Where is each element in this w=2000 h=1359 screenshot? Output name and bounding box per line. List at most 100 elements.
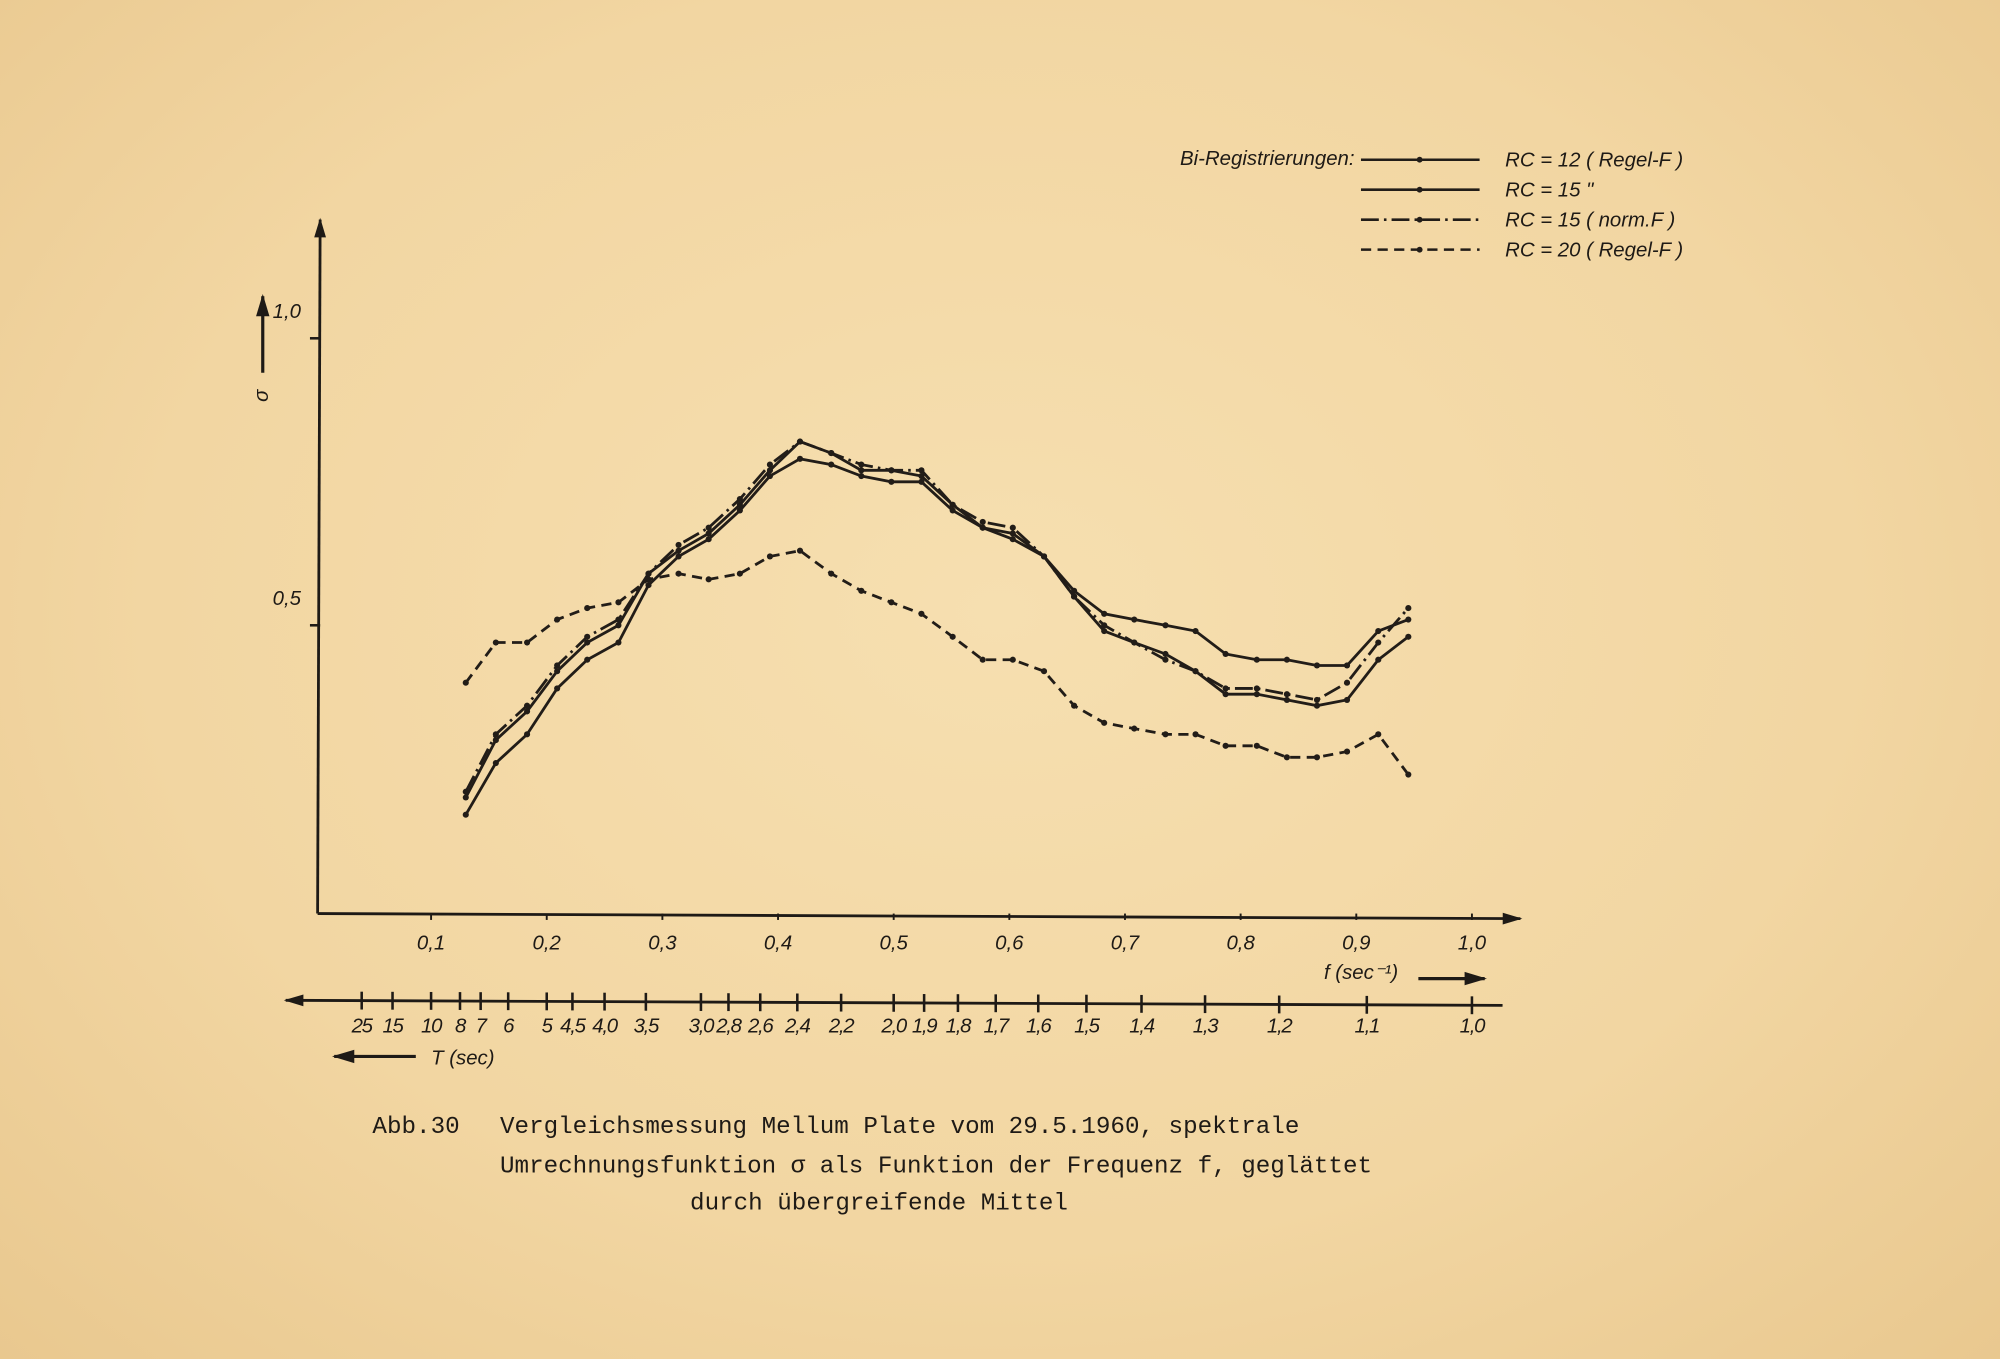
- data-point: [1375, 639, 1382, 646]
- data-point: [1343, 679, 1351, 686]
- data-point: [736, 501, 743, 508]
- data-point: [1283, 656, 1290, 663]
- period-tick-label: 15: [382, 1015, 404, 1037]
- data-point: [1222, 742, 1229, 749]
- data-point: [1101, 610, 1108, 617]
- data-point: [645, 582, 652, 589]
- y-tick-label: 0,5: [273, 588, 302, 610]
- data-point: [1405, 771, 1412, 778]
- period-tick-label: 2,2: [828, 1015, 855, 1037]
- data-point: [1405, 605, 1412, 612]
- period-tick-label: 10: [421, 1015, 443, 1037]
- data-point: [1162, 650, 1169, 658]
- data-point: [615, 599, 622, 606]
- period-tick-label: 7: [476, 1015, 488, 1037]
- data-point: [1192, 731, 1199, 738]
- data-point: [462, 811, 469, 818]
- data-point: [492, 731, 499, 738]
- data-point: [645, 570, 652, 577]
- period-tick-label: 1,1: [1355, 1015, 1380, 1037]
- data-point: [705, 536, 712, 543]
- data-point: [705, 576, 712, 583]
- data-point: [705, 524, 712, 531]
- data-point: [615, 616, 622, 623]
- y-axis: [314, 217, 326, 914]
- data-point: [645, 576, 652, 583]
- period-tick-label: 5: [542, 1015, 554, 1037]
- data-point: [524, 639, 531, 646]
- y-axis-label: σ: [251, 389, 273, 402]
- x-tick-label: 0,6: [995, 933, 1024, 955]
- data-point: [828, 461, 835, 468]
- period-tick-label: 1,6: [1026, 1015, 1052, 1037]
- period-tick-label: 4,5: [560, 1015, 586, 1037]
- period-tick-label: 1,7: [983, 1015, 1009, 1037]
- data-point: [766, 467, 774, 474]
- data-point: [524, 702, 531, 709]
- legend-label: RC = 15 ( norm.F ): [1505, 209, 1675, 231]
- caption-line: durch übergreifende Mittel: [690, 1190, 1068, 1217]
- x-axis-label: f (sec⁻¹): [1324, 962, 1398, 984]
- series-line: [464, 439, 1410, 799]
- data-point: [615, 622, 622, 629]
- data-point: [524, 731, 531, 738]
- x-tick-label: 0,1: [417, 933, 445, 955]
- data-point: [492, 759, 499, 767]
- data-point: [858, 472, 865, 480]
- data-point: [796, 455, 804, 462]
- period-tick-label: 25: [351, 1015, 374, 1037]
- x-tick-label: 1,0: [1458, 933, 1487, 955]
- x-tick-label: 0,3: [648, 933, 677, 955]
- data-point: [1071, 593, 1078, 600]
- series-line: [464, 549, 1410, 776]
- period-tick-label: 1,5: [1074, 1015, 1100, 1037]
- data-point: [918, 610, 925, 617]
- data-point: [675, 570, 682, 577]
- data-point: [1222, 650, 1229, 658]
- data-point: [1253, 742, 1260, 749]
- period-tick-label: 2,0: [880, 1015, 907, 1037]
- legend-swatch-dot: [1416, 156, 1423, 163]
- data-point: [1009, 530, 1016, 537]
- data-point: [979, 518, 986, 526]
- data-point: [675, 547, 682, 554]
- data-point: [1101, 719, 1108, 726]
- data-point: [766, 553, 774, 560]
- data-point: [979, 524, 986, 531]
- data-point: [554, 662, 561, 669]
- data-point: [1313, 662, 1321, 669]
- data-point: [888, 599, 895, 606]
- data-point: [1313, 702, 1321, 709]
- data-point: [1313, 754, 1321, 761]
- period-tick-label: 1,4: [1129, 1015, 1154, 1037]
- x-tick-label: 0,5: [880, 933, 909, 955]
- series-line: [464, 457, 1409, 816]
- period-tick-label: 2,4: [784, 1015, 810, 1037]
- data-point: [796, 547, 804, 554]
- x-tick-label: 0,4: [764, 933, 792, 955]
- data-point: [705, 530, 712, 537]
- data-point: [736, 507, 743, 514]
- data-point: [1162, 622, 1169, 629]
- data-point: [584, 656, 591, 663]
- data-point: [1162, 731, 1169, 738]
- data-point: [524, 708, 531, 715]
- series-line: [464, 440, 1410, 793]
- period-tick-label: 2,8: [715, 1015, 742, 1037]
- period-tick-label: 1,8: [946, 1015, 972, 1037]
- period-tick-label: 6: [503, 1015, 515, 1037]
- data-point: [1101, 622, 1108, 629]
- data-point: [796, 438, 804, 445]
- x-axis: [317, 912, 1523, 925]
- data-point: [1405, 633, 1412, 640]
- period-tick-label: 1,2: [1267, 1015, 1293, 1037]
- period-tick-label: 4,0: [592, 1015, 618, 1037]
- x-tick-label: 0,8: [1226, 933, 1255, 955]
- data-point: [554, 685, 561, 692]
- data-point: [1375, 627, 1382, 635]
- x-tick-label: 0,7: [1111, 933, 1140, 955]
- data-point: [1253, 656, 1260, 663]
- data-point: [1071, 702, 1078, 709]
- x-tick-label: 0,2: [533, 933, 562, 955]
